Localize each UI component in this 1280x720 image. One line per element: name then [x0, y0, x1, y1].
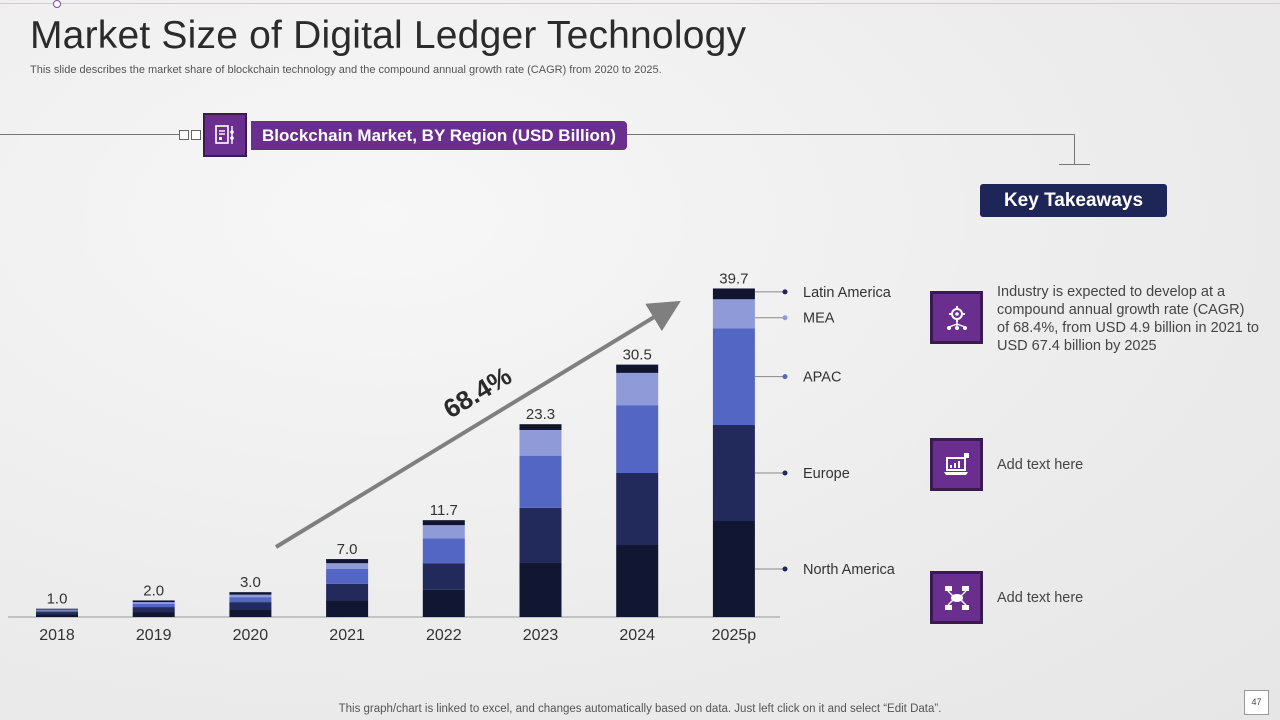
- bar-segment-2022-mea: [422, 525, 465, 539]
- x-tick-2021: 2021: [329, 627, 365, 644]
- bar-segment-2023-europe: [519, 507, 562, 563]
- bar-segment-2020-north-america: [229, 609, 272, 617]
- bar-segment-2021-mea: [326, 563, 369, 570]
- bar-segment-2022-europe: [422, 563, 465, 590]
- takeaway-text-1: Industry is expected to develop at a com…: [997, 284, 1259, 354]
- legend-label-mea: MEA: [803, 311, 835, 327]
- top-rule-dot: [53, 0, 61, 8]
- bar-segment-2025p-apac: [712, 328, 755, 426]
- x-tick-2023: 2023: [523, 627, 559, 644]
- legend-dot-europe: [782, 470, 788, 476]
- bar-segment-2019-latin-america: [132, 600, 175, 603]
- bar-segment-2021-apac: [326, 569, 369, 584]
- gear-network-icon: [930, 291, 983, 344]
- legend-dot-mea: [782, 315, 788, 321]
- bar-segment-2020-mea: [229, 594, 272, 598]
- header-line-right: [627, 134, 1075, 135]
- x-tick-2025p: 2025p: [712, 627, 757, 644]
- bar-segment-2024-europe: [616, 473, 659, 546]
- x-tick-2018: 2018: [39, 627, 75, 644]
- document-chart-icon: [203, 113, 247, 157]
- x-tick-2022: 2022: [426, 627, 462, 644]
- footer-text: This graph/chart is linked to excel, and…: [338, 703, 942, 715]
- x-tick-2019: 2019: [136, 627, 172, 644]
- key-takeaways-title: Key Takeaways: [980, 184, 1167, 217]
- takeaway-text-3: Add text here: [997, 590, 1084, 606]
- legend-label-apac: APAC: [803, 370, 841, 386]
- growth-rate-label: 68.4%: [438, 360, 517, 424]
- header-connector-2: [191, 130, 201, 140]
- legend-label-europe: Europe: [803, 466, 850, 482]
- bar-segment-2025p-north-america: [712, 521, 755, 617]
- legend-dot-apac: [782, 374, 788, 380]
- header-line-left: [0, 134, 180, 135]
- legend-dot-north-america: [782, 566, 788, 572]
- section-header: Blockchain Market, BY Region (USD Billio…: [251, 121, 627, 150]
- total-label-2021: 7.0: [337, 541, 358, 558]
- laptop-chart-icon: [930, 438, 983, 491]
- bar-segment-2024-latin-america: [616, 364, 659, 373]
- header-connector-1: [179, 130, 189, 140]
- bar-segment-2018-latin-america: [36, 608, 78, 610]
- bar-segment-2025p-latin-america: [712, 288, 755, 300]
- bar-segment-2020-latin-america: [229, 592, 272, 595]
- bar-segment-2023-latin-america: [519, 424, 562, 430]
- legend-dot-latin-america: [782, 289, 788, 295]
- total-label-2018: 1.0: [47, 591, 68, 608]
- bar-segment-2025p-europe: [712, 425, 755, 522]
- total-label-2019: 2.0: [143, 582, 164, 599]
- top-rule: [0, 3, 1280, 4]
- total-label-2020: 3.0: [240, 574, 261, 591]
- page-title: Market Size of Digital Ledger Technology: [30, 14, 747, 57]
- legend-label-latin-america: Latin America: [803, 285, 892, 301]
- header-drop-tee: [1059, 164, 1090, 165]
- footer-note: This graph/chart is linked to excel, and…: [0, 703, 1280, 715]
- bar-segment-2021-europe: [326, 583, 369, 601]
- bar-segment-2018-apac: [36, 610, 78, 613]
- page-number: 47: [1244, 690, 1269, 715]
- bar-segment-2019-north-america: [132, 612, 175, 617]
- x-tick-2024: 2024: [619, 627, 655, 644]
- bar-segment-2018-mea: [36, 609, 78, 611]
- bar-segment-2022-north-america: [422, 589, 465, 617]
- bar-segment-2021-latin-america: [326, 559, 369, 564]
- bar-segment-2018-north-america: [36, 614, 78, 617]
- x-tick-2020: 2020: [233, 627, 269, 644]
- bar-segment-2019-europe: [132, 607, 175, 613]
- total-label-2024: 30.5: [623, 347, 652, 364]
- bar-segment-2020-europe: [229, 602, 272, 610]
- bar-segment-2024-mea: [616, 372, 659, 406]
- bar-segment-2019-mea: [132, 602, 175, 604]
- takeaway-text-2: Add text here: [997, 457, 1084, 473]
- growth-arrow: [274, 300, 681, 549]
- bar-segment-2020-apac: [229, 597, 272, 603]
- bar-segment-2019-apac: [132, 603, 175, 608]
- header-drop-line: [1074, 134, 1075, 164]
- bar-segment-2024-north-america: [616, 545, 659, 617]
- bar-segment-2022-apac: [422, 538, 465, 564]
- bar-segment-2023-mea: [519, 429, 562, 456]
- bar-segment-2018-europe: [36, 612, 78, 615]
- bar-segment-2022-latin-america: [422, 520, 465, 526]
- bar-segment-2025p-mea: [712, 299, 755, 329]
- network-diagram-icon: [930, 571, 983, 624]
- bar-segment-2024-apac: [616, 405, 659, 474]
- bar-segment-2023-apac: [519, 455, 562, 508]
- total-label-2022: 11.7: [430, 502, 458, 519]
- bar-segment-2023-north-america: [519, 562, 562, 617]
- bar-segment-2021-north-america: [326, 600, 369, 617]
- legend-label-north-america: North America: [803, 562, 896, 578]
- total-label-2023: 23.3: [526, 406, 555, 423]
- total-label-2025p: 39.7: [719, 270, 748, 287]
- page-subtitle: This slide describes the market share of…: [30, 64, 662, 76]
